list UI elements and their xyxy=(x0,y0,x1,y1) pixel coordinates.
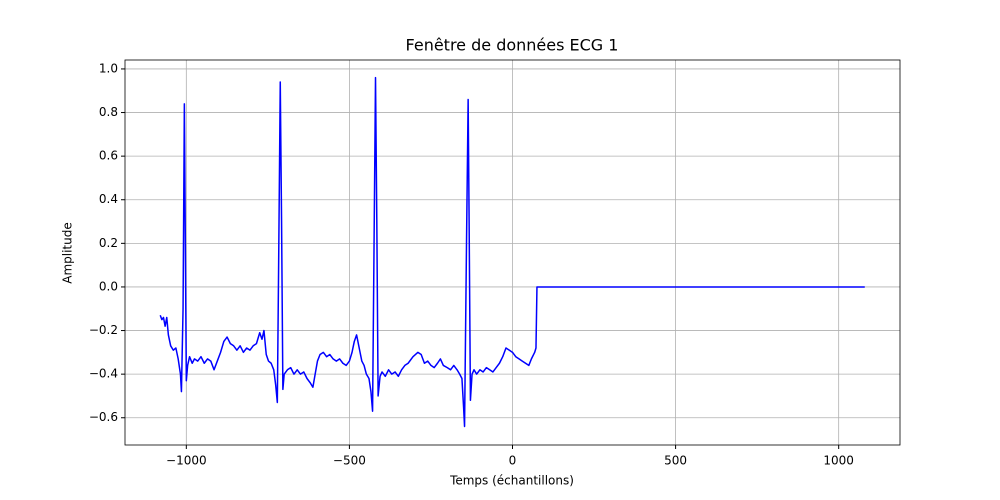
y-tick-label: 0.8 xyxy=(99,105,118,119)
x-axis-label: Temps (échantillons) xyxy=(449,474,574,488)
y-tick-label: −0.4 xyxy=(89,367,118,381)
chart-title: Fenêtre de données ECG 1 xyxy=(406,36,619,55)
y-tick-label: 0.2 xyxy=(99,236,118,250)
y-tick-label: 0.6 xyxy=(99,149,118,163)
x-tick-label: −500 xyxy=(333,454,366,468)
y-tick-label: 0.0 xyxy=(99,279,118,293)
y-tick-label: −0.2 xyxy=(89,323,118,337)
y-tick-label: −0.6 xyxy=(89,410,118,424)
y-axis-label: Amplitude xyxy=(61,222,75,284)
y-tick-label: 1.0 xyxy=(99,61,118,75)
ecg-line xyxy=(159,76,865,428)
plot-frame xyxy=(124,59,901,446)
x-tick-label: 500 xyxy=(664,454,687,468)
x-tick-label: 1000 xyxy=(823,454,854,468)
y-tick-label: 0.4 xyxy=(99,192,118,206)
x-tick-label: −1000 xyxy=(166,454,207,468)
x-tick-label: 0 xyxy=(509,454,517,468)
